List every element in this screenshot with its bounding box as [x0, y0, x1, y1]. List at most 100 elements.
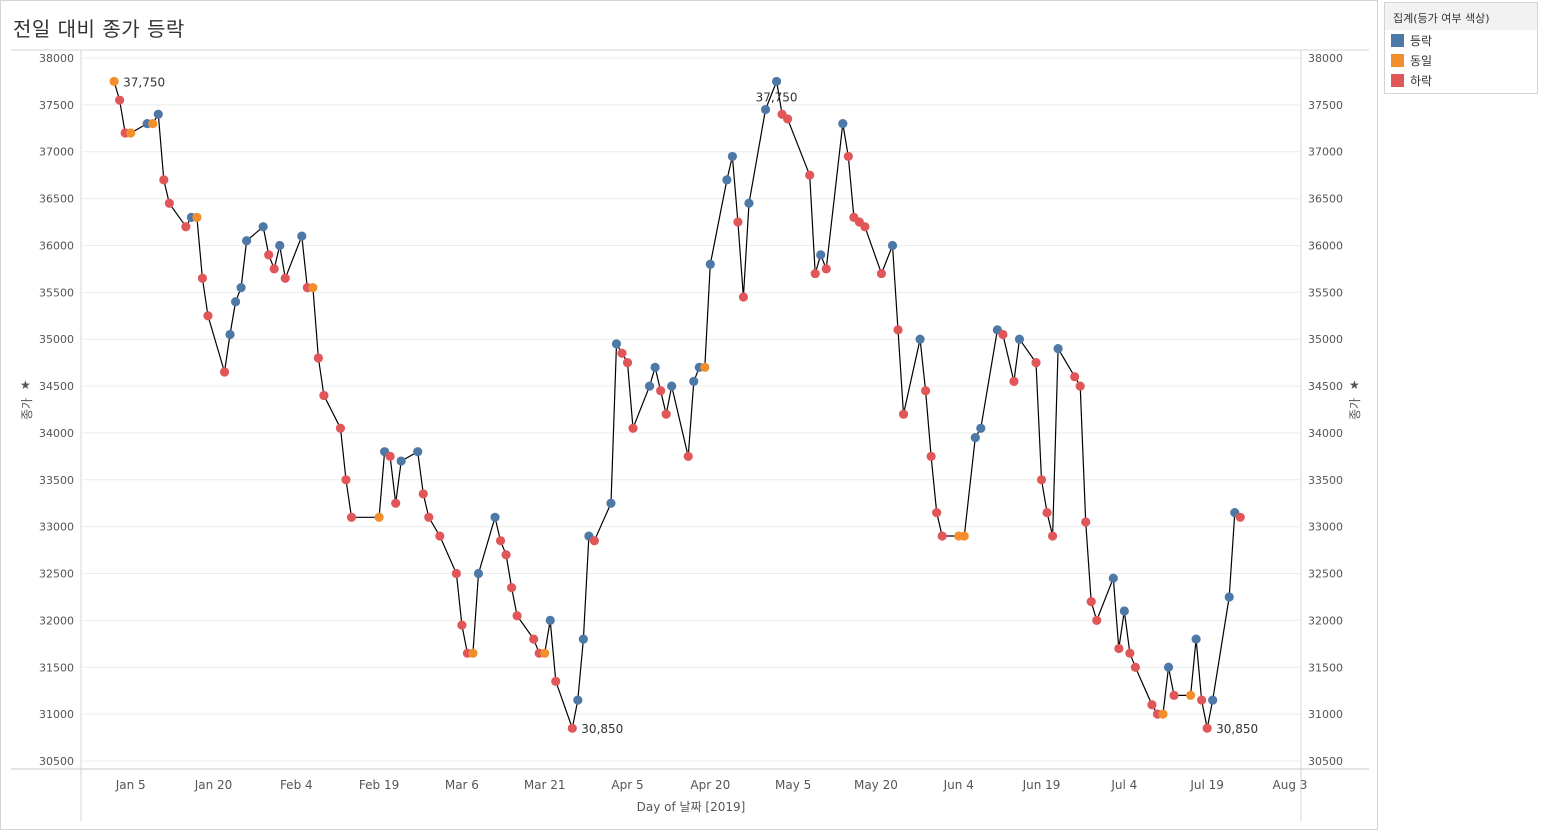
legend-item-up[interactable]: 등락	[1385, 30, 1537, 50]
data-point-down[interactable]	[926, 451, 936, 461]
data-point-down[interactable]	[998, 329, 1008, 340]
data-point-down[interactable]	[1086, 597, 1096, 607]
data-point-up[interactable]	[915, 334, 925, 344]
data-point-up[interactable]	[1191, 634, 1201, 644]
data-point-down[interactable]	[159, 175, 169, 185]
data-point-down[interactable]	[203, 311, 213, 321]
data-point-down[interactable]	[264, 250, 274, 260]
data-point-down[interactable]	[733, 217, 743, 227]
data-point-down[interactable]	[313, 353, 323, 363]
data-point-down[interactable]	[551, 676, 561, 686]
data-point-down[interactable]	[197, 273, 208, 283]
data-point-up[interactable]	[413, 447, 423, 457]
data-point-same[interactable]	[1158, 709, 1168, 719]
data-point-down[interactable]	[346, 512, 357, 522]
data-point-down[interactable]	[418, 489, 428, 499]
data-point-same[interactable]	[468, 648, 478, 658]
data-point-down[interactable]	[1197, 695, 1207, 705]
data-point-down[interactable]	[1031, 358, 1041, 368]
data-point-up[interactable]	[1119, 606, 1129, 616]
data-point-down[interactable]	[567, 723, 577, 733]
data-point-down[interactable]	[783, 114, 793, 124]
data-point-same[interactable]	[148, 119, 158, 129]
data-point-down[interactable]	[661, 409, 671, 419]
legend-item-same[interactable]: 동일	[1385, 50, 1537, 70]
data-point-down[interactable]	[385, 451, 395, 461]
data-point-same[interactable]	[374, 512, 384, 522]
data-point-down[interactable]	[898, 409, 909, 419]
data-point-down[interactable]	[391, 498, 401, 508]
data-point-same[interactable]	[308, 283, 318, 293]
data-point-down[interactable]	[512, 611, 522, 621]
data-point-up[interactable]	[473, 568, 484, 579]
data-point-up[interactable]	[545, 615, 555, 626]
data-point-down[interactable]	[860, 222, 870, 232]
data-point-up[interactable]	[838, 119, 848, 129]
data-point-down[interactable]	[424, 512, 434, 522]
data-point-down[interactable]	[1009, 376, 1019, 386]
data-point-down[interactable]	[451, 568, 461, 579]
data-point-down[interactable]	[435, 531, 445, 541]
data-point-up[interactable]	[490, 512, 500, 522]
data-point-same[interactable]	[192, 212, 202, 222]
data-point-up[interactable]	[887, 240, 898, 251]
data-point-up[interactable]	[1108, 573, 1118, 583]
data-point-up[interactable]	[760, 104, 771, 115]
data-point-down[interactable]	[501, 550, 511, 560]
data-point-same[interactable]	[540, 648, 550, 658]
data-point-up[interactable]	[578, 634, 588, 644]
data-point-down[interactable]	[1235, 512, 1245, 522]
data-point-down[interactable]	[821, 264, 831, 274]
data-point-up[interactable]	[976, 423, 986, 433]
data-point-down[interactable]	[805, 170, 815, 180]
data-point-down[interactable]	[738, 292, 749, 302]
data-point-down[interactable]	[219, 367, 230, 377]
data-point-up[interactable]	[573, 695, 583, 705]
data-point-down[interactable]	[115, 95, 125, 105]
data-point-up[interactable]	[744, 198, 754, 208]
data-point-down[interactable]	[1202, 723, 1212, 733]
data-point-up[interactable]	[722, 175, 732, 185]
data-point-up[interactable]	[667, 381, 677, 391]
data-point-down[interactable]	[335, 423, 346, 433]
data-point-up[interactable]	[650, 362, 660, 372]
left-axis-pin-icon[interactable]: ★	[20, 378, 31, 392]
data-point-same[interactable]	[700, 362, 710, 372]
data-point-down[interactable]	[876, 268, 887, 279]
data-point-up[interactable]	[297, 231, 307, 241]
data-point-up[interactable]	[258, 222, 268, 232]
data-point-up[interactable]	[396, 456, 406, 466]
data-point-up[interactable]	[275, 240, 285, 251]
data-point-down[interactable]	[589, 536, 599, 546]
data-point-down[interactable]	[617, 348, 627, 358]
data-point-up[interactable]	[689, 376, 699, 386]
legend-item-down[interactable]: 하락	[1385, 70, 1537, 90]
data-point-up[interactable]	[644, 381, 655, 391]
data-point-up[interactable]	[236, 283, 246, 293]
data-point-down[interactable]	[937, 531, 947, 541]
data-point-up[interactable]	[727, 151, 738, 162]
data-point-down[interactable]	[1092, 615, 1102, 626]
data-point-down[interactable]	[1070, 372, 1080, 382]
data-point-down[interactable]	[1147, 700, 1157, 710]
data-point-down[interactable]	[921, 386, 931, 396]
data-point-down[interactable]	[181, 222, 191, 232]
data-point-up[interactable]	[705, 259, 715, 269]
data-point-down[interactable]	[341, 475, 351, 485]
data-point-down[interactable]	[506, 582, 517, 593]
data-point-down[interactable]	[1169, 690, 1179, 700]
data-point-down[interactable]	[622, 358, 633, 368]
data-point-down[interactable]	[1036, 475, 1047, 485]
data-point-down[interactable]	[1081, 517, 1091, 527]
data-point-up[interactable]	[1224, 592, 1234, 602]
data-point-up[interactable]	[1053, 343, 1063, 354]
data-point-up[interactable]	[816, 250, 826, 260]
data-point-same[interactable]	[109, 76, 119, 87]
data-point-down[interactable]	[1125, 648, 1135, 658]
data-point-down[interactable]	[319, 390, 329, 401]
right-axis-pin-icon[interactable]: ★	[1349, 378, 1360, 392]
data-point-down[interactable]	[1042, 508, 1052, 518]
data-point-up[interactable]	[230, 297, 241, 307]
data-point-down[interactable]	[1130, 662, 1140, 672]
data-point-down[interactable]	[164, 198, 174, 208]
